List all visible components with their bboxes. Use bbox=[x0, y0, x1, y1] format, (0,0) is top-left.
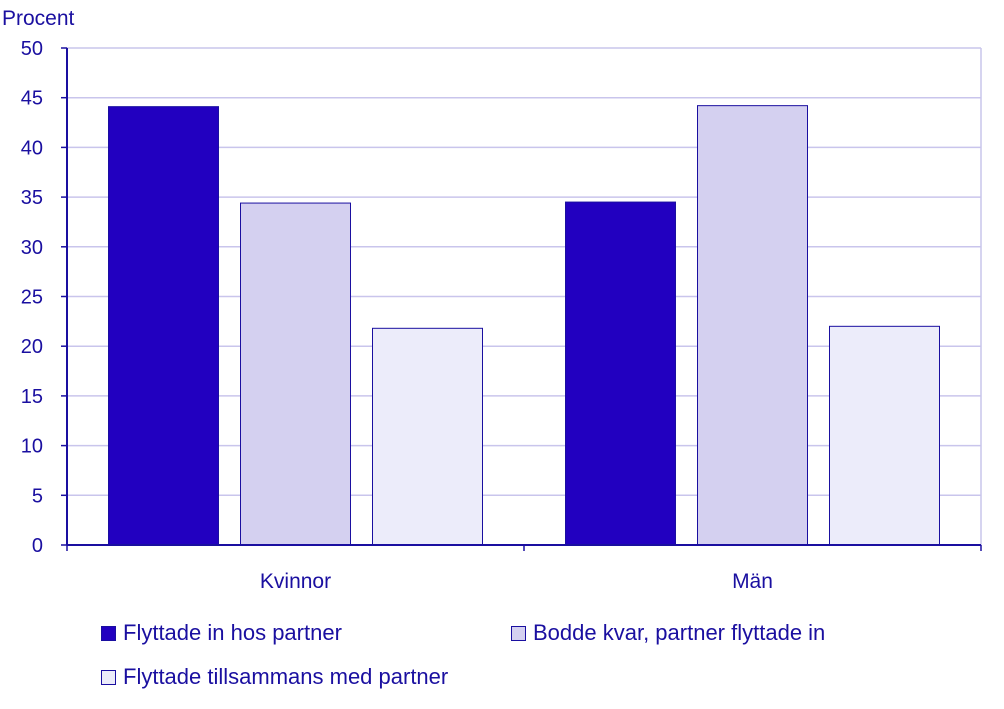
y-tick-label-15: 15 bbox=[21, 386, 43, 408]
bar-Kvinnor-series-0 bbox=[108, 106, 219, 546]
y-tick-label-30: 30 bbox=[21, 237, 43, 259]
legend-item-0: Flyttade in hos partner bbox=[101, 620, 342, 646]
bar-Kvinnor-series-2 bbox=[372, 327, 483, 546]
x-tick-label-1: Män bbox=[732, 570, 773, 593]
legend-swatch-0 bbox=[101, 625, 116, 641]
y-tick-label-20: 20 bbox=[21, 336, 43, 358]
bar-Kvinnor-series-1 bbox=[240, 202, 351, 546]
legend-label-0: Flyttade in hos partner bbox=[123, 620, 342, 645]
x-tick-label-0: Kvinnor bbox=[260, 570, 331, 593]
legend-item-2: Flyttade tillsammans med partner bbox=[101, 664, 448, 690]
legend-label-1: Bodde kvar, partner flyttade in bbox=[533, 620, 826, 645]
axes: 0 5 10 15 20 25 30 35 40 45 50 Kvinnor Män bbox=[21, 38, 982, 593]
y-tick-label-0: 0 bbox=[32, 535, 43, 557]
y-tick-label-5: 5 bbox=[32, 485, 43, 507]
y-tick-label-25: 25 bbox=[21, 287, 43, 309]
legend-label-2: Flyttade tillsammans med partner bbox=[123, 664, 449, 689]
y-tick-label-50: 50 bbox=[21, 38, 43, 60]
bar-Män-series-2 bbox=[829, 325, 940, 546]
grid-lines bbox=[67, 47, 982, 545]
legend-item-1: Bodde kvar, partner flyttade in bbox=[511, 620, 825, 646]
y-tick-label-45: 45 bbox=[21, 88, 43, 110]
y-axis-label: Procent bbox=[2, 7, 75, 30]
bar-Män-series-0 bbox=[565, 201, 676, 546]
bar-Män-series-1 bbox=[697, 105, 808, 546]
legend-swatch-1 bbox=[511, 625, 526, 641]
y-tick-label-35: 35 bbox=[21, 187, 43, 209]
legend-swatch-2 bbox=[101, 669, 116, 685]
bars bbox=[108, 105, 940, 546]
y-tick-label-10: 10 bbox=[21, 436, 43, 458]
y-tick-label-40: 40 bbox=[21, 137, 43, 159]
